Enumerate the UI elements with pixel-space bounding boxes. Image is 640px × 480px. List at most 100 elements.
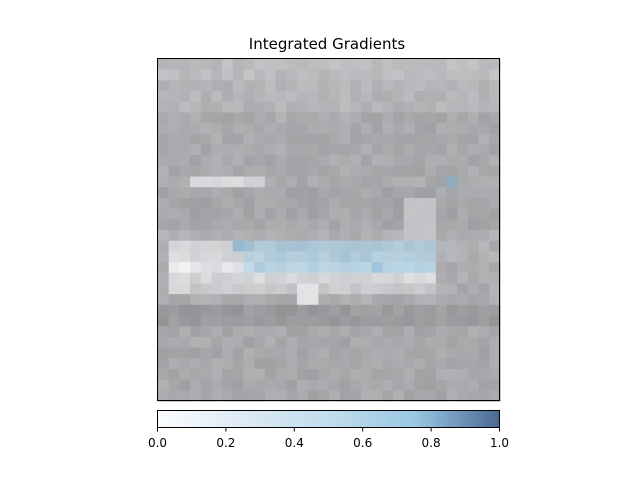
heatmap-cell bbox=[296, 283, 309, 295]
heatmap-cell bbox=[382, 144, 394, 156]
heatmap-cell bbox=[425, 219, 437, 231]
heatmap-cell bbox=[190, 80, 202, 92]
heatmap-cell bbox=[286, 69, 298, 81]
heatmap-cell bbox=[489, 283, 501, 295]
heatmap-cell bbox=[222, 208, 234, 220]
heatmap-cell bbox=[286, 165, 298, 178]
heatmap-cell bbox=[286, 123, 298, 135]
heatmap-cell bbox=[168, 176, 180, 188]
heatmap-cell bbox=[361, 379, 373, 391]
heatmap-cell bbox=[403, 101, 416, 114]
heatmap-cell bbox=[264, 390, 277, 402]
heatmap-cell bbox=[264, 133, 277, 146]
heatmap-cell bbox=[382, 80, 394, 92]
heatmap-cell bbox=[350, 197, 362, 210]
heatmap-cell bbox=[361, 144, 373, 156]
heatmap-cell bbox=[435, 315, 448, 327]
heatmap-cell bbox=[190, 208, 202, 220]
heatmap-cell bbox=[478, 112, 490, 124]
heatmap-cell bbox=[264, 69, 277, 81]
heatmap-cell bbox=[254, 379, 266, 391]
heatmap-cell bbox=[232, 208, 245, 220]
colorbar-tick-label: 0.2 bbox=[216, 436, 235, 450]
heatmap-cell bbox=[329, 112, 341, 124]
heatmap-cell bbox=[254, 144, 266, 156]
heatmap-cell bbox=[371, 262, 384, 274]
heatmap-cell bbox=[393, 101, 405, 114]
heatmap-cell bbox=[179, 262, 191, 274]
heatmap-cell bbox=[307, 208, 319, 220]
heatmap-cell bbox=[200, 219, 213, 231]
heatmap-cell bbox=[179, 165, 191, 178]
heatmap-cell bbox=[489, 336, 501, 349]
heatmap-cell bbox=[190, 379, 202, 391]
heatmap-cell bbox=[435, 368, 448, 381]
heatmap-cell bbox=[286, 208, 298, 220]
heatmap-cell bbox=[361, 112, 373, 124]
heatmap-cell bbox=[275, 219, 287, 231]
heatmap-cell bbox=[403, 272, 416, 285]
heatmap-cell bbox=[425, 230, 437, 242]
heatmap-cell bbox=[254, 347, 266, 359]
heatmap-cell bbox=[425, 165, 437, 178]
heatmap-cell bbox=[158, 219, 170, 231]
heatmap-cell bbox=[435, 272, 448, 285]
heatmap-cell bbox=[275, 326, 287, 338]
heatmap-cell bbox=[446, 230, 458, 242]
heatmap-cell bbox=[190, 91, 202, 103]
heatmap-cell bbox=[286, 358, 298, 370]
heatmap-cell bbox=[179, 251, 191, 263]
heatmap-cell bbox=[339, 69, 351, 81]
heatmap-cell bbox=[361, 315, 373, 327]
heatmap-cell bbox=[200, 358, 213, 370]
heatmap-cell bbox=[211, 315, 223, 327]
heatmap-cell bbox=[211, 390, 223, 402]
heatmap-cell bbox=[489, 208, 501, 220]
heatmap-cell bbox=[275, 368, 287, 381]
heatmap-cell bbox=[350, 379, 362, 391]
heatmap-cell bbox=[168, 197, 180, 210]
heatmap-cell bbox=[382, 208, 394, 220]
heatmap-cell bbox=[200, 283, 213, 295]
heatmap-cell bbox=[414, 197, 426, 210]
heatmap-cell bbox=[211, 283, 223, 295]
heatmap-cell bbox=[318, 347, 330, 359]
heatmap-cell bbox=[361, 187, 373, 199]
heatmap-cell bbox=[254, 91, 266, 103]
heatmap-cell bbox=[435, 101, 448, 114]
heatmap-cell bbox=[329, 133, 341, 146]
heatmap-cell bbox=[254, 304, 266, 317]
heatmap-cell bbox=[158, 379, 170, 391]
heatmap-cell bbox=[329, 197, 341, 210]
heatmap-cell bbox=[446, 336, 458, 349]
heatmap-cell bbox=[179, 315, 191, 327]
heatmap-cell bbox=[489, 304, 501, 317]
heatmap-cell bbox=[190, 176, 202, 188]
heatmap-cell bbox=[200, 347, 213, 359]
heatmap-cell bbox=[425, 315, 437, 327]
heatmap-cell bbox=[435, 112, 448, 124]
heatmap-cell bbox=[254, 294, 266, 306]
heatmap-cell bbox=[371, 197, 384, 210]
heatmap-cell bbox=[296, 144, 309, 156]
heatmap-cell bbox=[425, 176, 437, 188]
heatmap-cell bbox=[222, 262, 234, 274]
heatmap-cell bbox=[478, 358, 490, 370]
heatmap-cell bbox=[200, 230, 213, 242]
heatmap-cell bbox=[425, 133, 437, 146]
heatmap-cell bbox=[222, 176, 234, 188]
heatmap-cell bbox=[414, 262, 426, 274]
heatmap-cell bbox=[307, 326, 319, 338]
heatmap-cell bbox=[158, 347, 170, 359]
heatmap-cell bbox=[457, 251, 469, 263]
heatmap-cell bbox=[425, 197, 437, 210]
heatmap-cell bbox=[168, 208, 180, 220]
heatmap-cell bbox=[329, 326, 341, 338]
heatmap-cell bbox=[329, 368, 341, 381]
heatmap-cell bbox=[158, 240, 170, 252]
heatmap-cell bbox=[168, 133, 180, 146]
heatmap-cell bbox=[382, 379, 394, 391]
heatmap-cell bbox=[425, 347, 437, 359]
heatmap-cell bbox=[467, 144, 480, 156]
heatmap-cell bbox=[200, 390, 213, 402]
